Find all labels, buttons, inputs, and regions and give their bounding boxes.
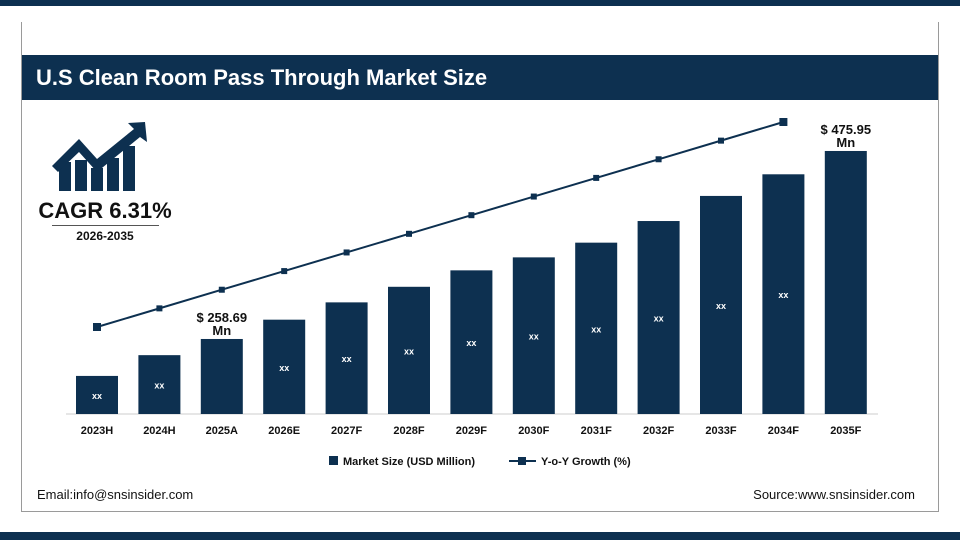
- x-tick-label: 2031F: [581, 425, 612, 437]
- x-tick-label: 2028F: [393, 425, 424, 437]
- bar-2035F: [824, 150, 867, 415]
- x-tick-label: 2023H: [81, 425, 113, 437]
- cagr-value: CAGR 6.31%: [38, 198, 172, 223]
- growth-marker-2034F: [779, 118, 788, 126]
- legend-bar-swatch: [329, 456, 338, 465]
- bar-label: xx: [778, 290, 788, 300]
- value-annotation-unit: Mn: [212, 323, 231, 338]
- bar-label: xx: [279, 363, 289, 373]
- x-tick-label: 2026E: [268, 425, 300, 437]
- chart-frame: [21, 22, 939, 512]
- x-tick-label: 2030F: [518, 425, 549, 437]
- bar-2030F: [512, 257, 555, 414]
- bar-label: xx: [654, 314, 664, 324]
- footer-email: Email:info@snsinsider.com: [37, 487, 194, 502]
- bar-label: xx: [92, 391, 102, 401]
- cagr-divider: [52, 225, 159, 226]
- bar-2027F: [325, 302, 368, 414]
- x-tick-label: 2029F: [456, 425, 487, 437]
- growth-marker-2026E: [281, 268, 288, 275]
- bar-label: xx: [716, 301, 726, 311]
- growth-marker-2030F: [530, 193, 537, 200]
- bar-2034F: [762, 174, 805, 414]
- bottom-accent-bar: [0, 532, 960, 540]
- legend-line-marker: [518, 457, 526, 465]
- growth-marker-2024H: [156, 305, 163, 312]
- growth-marker-2025A: [218, 286, 225, 293]
- growth-marker-2032F: [655, 156, 662, 163]
- x-tick-label: 2032F: [643, 425, 674, 437]
- top-accent-bar: [0, 0, 960, 6]
- x-tick-label: 2025A: [206, 425, 238, 437]
- growth-marker-2023H: [93, 323, 101, 331]
- x-tick-label: 2033F: [705, 425, 736, 437]
- bar-label: xx: [154, 381, 164, 391]
- legend-line-label: Y-o-Y Growth (%): [541, 456, 631, 468]
- market-size-chart: xx 2023H xx 2024H 2025A xx 2026E xx 2027F xx 2028F…: [66, 118, 878, 468]
- growth-line: [96, 121, 784, 328]
- bar-2025A: [200, 338, 243, 414]
- bar-label: xx: [591, 324, 601, 334]
- bar-2032F: [637, 221, 680, 414]
- bar-2028F: [388, 286, 430, 414]
- bar-label: xx: [466, 338, 476, 348]
- bar-2024H: [138, 355, 181, 414]
- growth-marker-2027F: [343, 249, 350, 256]
- growth-marker-2029F: [468, 212, 475, 219]
- bar-2033F: [700, 195, 742, 414]
- x-tick-label: 2024H: [143, 425, 175, 437]
- bar-2023H: [76, 375, 118, 414]
- bar-label: xx: [342, 354, 352, 364]
- x-tick-label: 2034F: [768, 425, 799, 437]
- footer-source: Source:www.snsinsider.com: [753, 487, 915, 502]
- bar-label: xx: [529, 332, 539, 342]
- x-tick-label: 2035F: [830, 425, 861, 437]
- bar-label: xx: [404, 346, 414, 356]
- growth-marker-2031F: [593, 174, 600, 181]
- cagr-period: 2026-2035: [76, 229, 134, 243]
- legend-bar-label: Market Size (USD Million): [343, 456, 475, 468]
- x-tick-label: 2027F: [331, 425, 362, 437]
- bar-2026E: [263, 319, 306, 414]
- growth-marker-2033F: [718, 137, 724, 144]
- value-annotation: $ 475.95: [820, 122, 871, 137]
- growth-marker-2028F: [406, 230, 412, 237]
- page-title: U.S Clean Room Pass Through Market Size: [22, 55, 938, 100]
- bar-2029F: [450, 270, 493, 414]
- value-annotation: $ 258.69: [196, 310, 247, 325]
- growth-chart-arrow-icon: [52, 122, 147, 191]
- value-annotation-unit: Mn: [836, 135, 855, 150]
- bar-2031F: [575, 242, 618, 414]
